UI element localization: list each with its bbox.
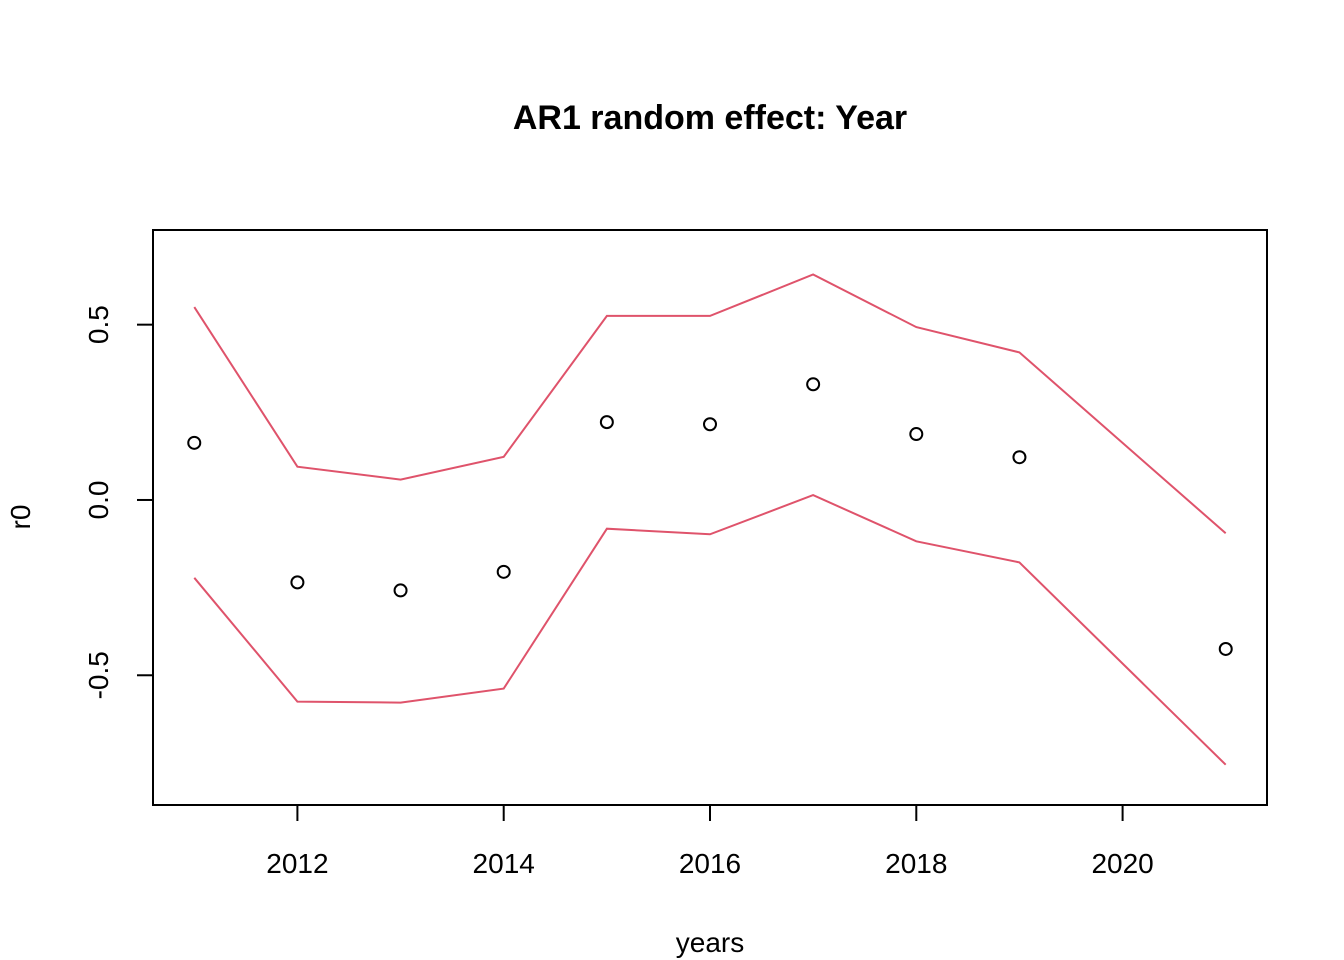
x-tick-label: 2020 <box>1091 848 1153 879</box>
x-axis-label: years <box>676 927 744 958</box>
series-lines <box>193 273 1227 766</box>
x-tick-label: 2012 <box>266 848 328 879</box>
series-points <box>187 377 1233 656</box>
y-axis: -0.5 0.0 0.5 <box>83 305 154 699</box>
data-point <box>187 435 202 450</box>
y-tick-label: 0.0 <box>83 481 114 520</box>
data-point <box>290 575 305 590</box>
data-point <box>703 417 717 432</box>
y-axis-label: r0 <box>5 505 36 530</box>
x-tick-label: 2014 <box>473 848 535 879</box>
x-tick-label: 2016 <box>679 848 741 879</box>
data-point <box>599 415 614 430</box>
data-point <box>1218 641 1233 656</box>
y-tick-label: 0.5 <box>83 305 114 344</box>
upper-bound-line <box>193 273 1227 535</box>
x-axis: 2012 2014 2016 2018 2020 <box>266 804 1154 879</box>
data-point <box>496 564 511 579</box>
data-point <box>393 583 408 598</box>
data-point <box>806 377 821 392</box>
data-point <box>1012 450 1027 465</box>
data-point <box>909 427 924 442</box>
y-tick-label: -0.5 <box>83 651 114 699</box>
lower-bound-line <box>193 494 1227 766</box>
chart-title: AR1 random effect: Year <box>513 99 907 137</box>
x-tick-label: 2018 <box>885 848 947 879</box>
